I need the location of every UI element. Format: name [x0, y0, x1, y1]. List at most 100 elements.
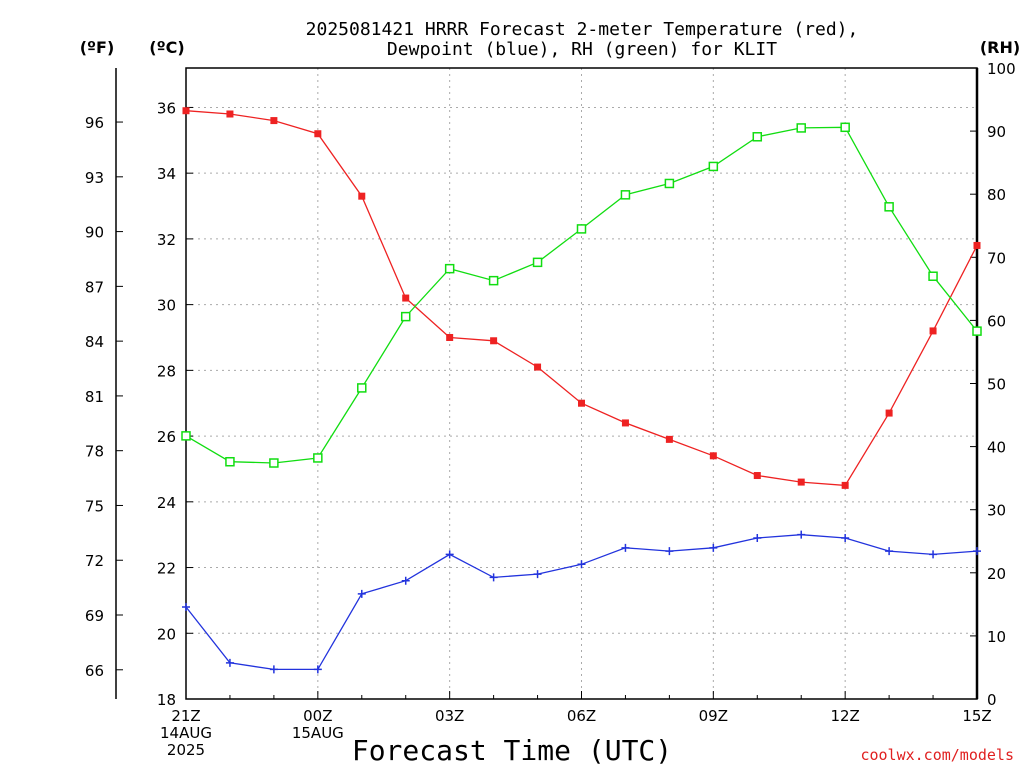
watermark: coolwx.com/models	[860, 746, 1014, 764]
dewpoint-point	[797, 530, 806, 539]
rh-point	[532, 257, 543, 268]
fahrenheit-tick-label: 90	[85, 224, 104, 242]
temperature-point	[402, 294, 410, 302]
temperature-point	[621, 419, 629, 427]
x-axis-label: Forecast Time (UTC)	[352, 734, 672, 767]
x-tick-label: 2025	[167, 741, 205, 759]
x-tick-label: 15AUG	[292, 724, 344, 742]
dewpoint-point	[753, 533, 762, 542]
dewpoint-point	[533, 570, 542, 579]
dewpoint-point	[841, 533, 850, 542]
rh-tick-label: 50	[987, 376, 1006, 394]
dewpoint-point	[357, 589, 366, 598]
celsius-tick-label: 36	[157, 99, 176, 117]
rh-point	[884, 202, 894, 212]
fahrenheit-tick-label: 78	[85, 443, 104, 461]
celsius-tick-label: 26	[157, 428, 176, 446]
rh-tick-label: 10	[987, 628, 1006, 646]
celsius-tick-label: 30	[157, 297, 176, 315]
rh-point	[620, 190, 631, 200]
temperature-point	[753, 472, 761, 480]
celsius-tick-label: 32	[157, 231, 176, 249]
rh-point	[840, 122, 850, 133]
fahrenheit-tick-label: 66	[85, 662, 104, 680]
dewpoint-point	[929, 550, 938, 559]
rh-tick-label: 90	[987, 123, 1006, 141]
fahrenheit-unit-label: (ºF)	[80, 38, 115, 57]
rh-point	[400, 311, 411, 322]
rh-point	[796, 123, 806, 133]
temperature-point	[446, 333, 454, 341]
rh-point	[708, 161, 719, 172]
series-layer	[181, 107, 982, 674]
rh-tick-label: 70	[987, 249, 1006, 267]
rh-point	[752, 132, 763, 142]
rh-tick-label: 20	[987, 565, 1006, 583]
rh-tick-label: 80	[987, 186, 1006, 204]
axes-layer: 18 20 22 24 26 28 30 32 34 36 66 69 72 75 78 81 84 87 90 93…	[85, 60, 1016, 759]
dewpoint-point	[489, 573, 498, 582]
rh-tick-label: 30	[987, 502, 1006, 520]
dewpoint-point	[225, 658, 234, 667]
dewpoint-point	[973, 547, 981, 556]
x-tick-label: 09Z	[699, 707, 728, 725]
x-tick-label: 00Z	[303, 707, 332, 725]
chart-title-line-1: 2025081421 HRRR Forecast 2-meter Tempera…	[306, 19, 859, 40]
fahrenheit-tick-label: 84	[85, 333, 104, 351]
fahrenheit-tick-label: 93	[85, 169, 104, 187]
temperature-point	[182, 107, 190, 115]
x-tick-label: 14AUG	[160, 724, 212, 742]
rh-point	[225, 456, 235, 467]
temperature-point	[270, 117, 278, 125]
rh-tick-label: 60	[987, 312, 1006, 330]
temperature-point	[665, 435, 673, 443]
celsius-tick-label: 24	[157, 494, 176, 512]
dewpoint-point	[709, 543, 718, 552]
dewpoint-point	[182, 602, 190, 611]
temperature-point	[973, 241, 981, 249]
x-tick-label: 21Z	[171, 707, 200, 725]
rh-point	[972, 326, 982, 336]
temperature-point	[929, 327, 937, 335]
x-tick-label: 12Z	[830, 707, 859, 725]
rh-unit-label: (RH)	[980, 38, 1020, 57]
rh-tick-label: 0	[987, 691, 997, 709]
x-tick-label: 06Z	[567, 707, 596, 725]
dewpoint-point	[313, 665, 322, 674]
fahrenheit-tick-label: 81	[85, 388, 104, 406]
rh-point	[357, 383, 367, 393]
dewpoint-point	[885, 547, 894, 556]
rh-point	[444, 263, 455, 274]
temperature-point	[841, 481, 849, 489]
rh-tick-label: 100	[987, 60, 1016, 78]
fahrenheit-tick-label: 72	[85, 552, 104, 570]
rh-point	[576, 224, 587, 234]
dewpoint-point	[665, 547, 674, 556]
chart-title-line-2: Dewpoint (blue), RH (green) for KLIT	[387, 39, 777, 60]
dewpoint-point	[445, 550, 454, 559]
rh-point	[488, 275, 499, 286]
plot-frame	[185, 67, 978, 700]
temperature-point	[885, 409, 893, 417]
x-tick-label: 03Z	[435, 707, 464, 725]
temperature-point	[226, 110, 234, 118]
dewpoint-point	[577, 560, 586, 569]
fahrenheit-tick-label: 69	[85, 607, 104, 625]
rh-point	[313, 453, 323, 463]
x-tick-label: 15Z	[962, 707, 991, 725]
temperature-point	[578, 399, 585, 407]
temperature-point	[709, 452, 717, 460]
temperature-point	[797, 478, 805, 486]
temperature-point	[314, 130, 322, 138]
celsius-tick-label: 34	[157, 165, 176, 183]
fahrenheit-tick-label: 96	[85, 114, 104, 132]
rh-tick-label: 40	[987, 439, 1006, 457]
temperature-point	[490, 337, 498, 345]
rh-point	[269, 458, 279, 468]
rh-point	[181, 431, 191, 441]
fahrenheit-tick-label: 87	[85, 278, 104, 296]
rh-point	[928, 271, 938, 281]
dewpoint-point	[401, 576, 410, 585]
